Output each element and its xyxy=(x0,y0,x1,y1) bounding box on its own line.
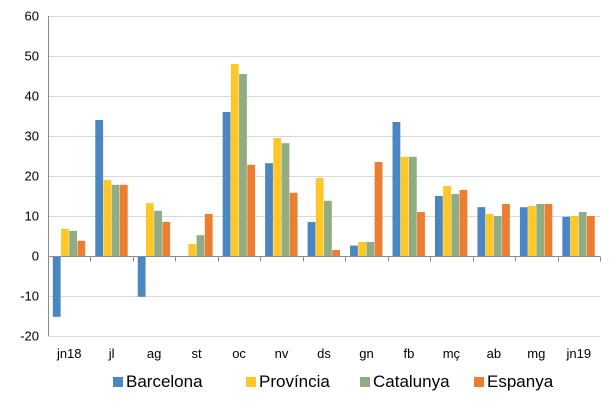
bar xyxy=(188,244,197,256)
y-tick-label: 10 xyxy=(25,209,39,224)
legend-swatch xyxy=(360,377,370,387)
bar xyxy=(289,192,298,256)
tick-labels: 60 50 40 30 20 10 0 -10 -20 jn18 jl ag st oc nv ds gn fb m… xyxy=(20,9,591,362)
y-tick-label: 0 xyxy=(32,249,39,264)
axes xyxy=(48,16,601,336)
x-tick-label: nv xyxy=(275,346,289,361)
bar xyxy=(562,216,571,256)
bar xyxy=(408,156,417,256)
y-tick-label: -10 xyxy=(20,289,39,304)
bar xyxy=(315,178,324,256)
bar xyxy=(103,180,112,256)
legend-item: Província xyxy=(246,372,330,392)
x-tick-label: jn19 xyxy=(565,346,591,361)
bar xyxy=(61,228,69,256)
bars xyxy=(52,64,595,317)
bar xyxy=(366,242,375,256)
y-tick-label: 20 xyxy=(25,169,39,184)
bar xyxy=(477,207,486,256)
y-tick-label: -20 xyxy=(20,329,39,344)
bar xyxy=(528,206,536,256)
x-tick-label: mç xyxy=(443,346,461,361)
bar xyxy=(230,64,239,256)
bar xyxy=(417,212,425,256)
bar xyxy=(324,200,332,256)
bar xyxy=(350,245,358,256)
bar xyxy=(154,210,162,256)
bar xyxy=(281,143,290,256)
bar xyxy=(119,184,128,256)
x-tick-label: jl xyxy=(108,346,115,361)
bar xyxy=(204,214,213,256)
bar xyxy=(69,230,78,256)
bar xyxy=(111,184,120,256)
x-tick-label: ab xyxy=(487,346,501,361)
legend-item: Barcelona xyxy=(113,372,203,392)
legend-label: Província xyxy=(259,372,330,391)
bar xyxy=(502,204,510,256)
bar xyxy=(77,240,86,256)
y-tick-label: 30 xyxy=(25,129,39,144)
bar xyxy=(196,235,205,256)
bar xyxy=(239,74,247,256)
bar xyxy=(265,163,273,256)
x-tick-label: ag xyxy=(147,346,161,361)
bar xyxy=(137,256,146,297)
bar xyxy=(451,194,460,256)
bar xyxy=(536,204,545,256)
bar xyxy=(247,164,256,256)
bar xyxy=(400,156,409,256)
y-tick-label: 40 xyxy=(25,89,39,104)
legend-item: Catalunya xyxy=(360,372,450,392)
bar xyxy=(358,242,367,256)
x-tick-label: st xyxy=(192,346,203,361)
bar xyxy=(485,214,494,256)
x-tick-label: oc xyxy=(232,346,246,361)
y-tick-label: 60 xyxy=(25,9,39,24)
bar xyxy=(52,256,61,317)
bar xyxy=(162,222,171,256)
bar xyxy=(307,222,316,256)
legend: Barcelona Província Catalunya Espanya xyxy=(0,372,615,394)
legend-swatch xyxy=(246,377,256,387)
legend-label: Barcelona xyxy=(126,372,203,391)
bar xyxy=(392,122,401,256)
legend-swatch xyxy=(113,377,123,387)
x-tick-label: ds xyxy=(317,346,331,361)
bar xyxy=(544,204,553,256)
legend-label: Catalunya xyxy=(373,372,450,391)
legend-item: Espanya xyxy=(474,372,553,392)
x-tick-label: jn18 xyxy=(56,346,82,361)
x-tick-label: fb xyxy=(403,346,414,361)
bar xyxy=(374,162,383,256)
bar xyxy=(493,216,502,256)
bar xyxy=(459,190,468,256)
legend-label: Espanya xyxy=(487,372,554,391)
bar xyxy=(434,196,443,256)
legend-swatch xyxy=(474,377,484,387)
bar xyxy=(519,207,528,256)
y-tick-label: 50 xyxy=(25,49,39,64)
x-tick-label: gn xyxy=(359,346,373,361)
bar xyxy=(586,216,595,256)
x-tick-label: mg xyxy=(527,346,545,361)
bar xyxy=(578,212,587,256)
bar xyxy=(145,203,154,256)
bar xyxy=(443,186,451,256)
bar xyxy=(222,112,231,256)
bar xyxy=(273,138,282,256)
bar xyxy=(332,250,340,256)
bar xyxy=(570,216,579,256)
gridlines xyxy=(48,16,600,337)
bar xyxy=(95,120,104,256)
